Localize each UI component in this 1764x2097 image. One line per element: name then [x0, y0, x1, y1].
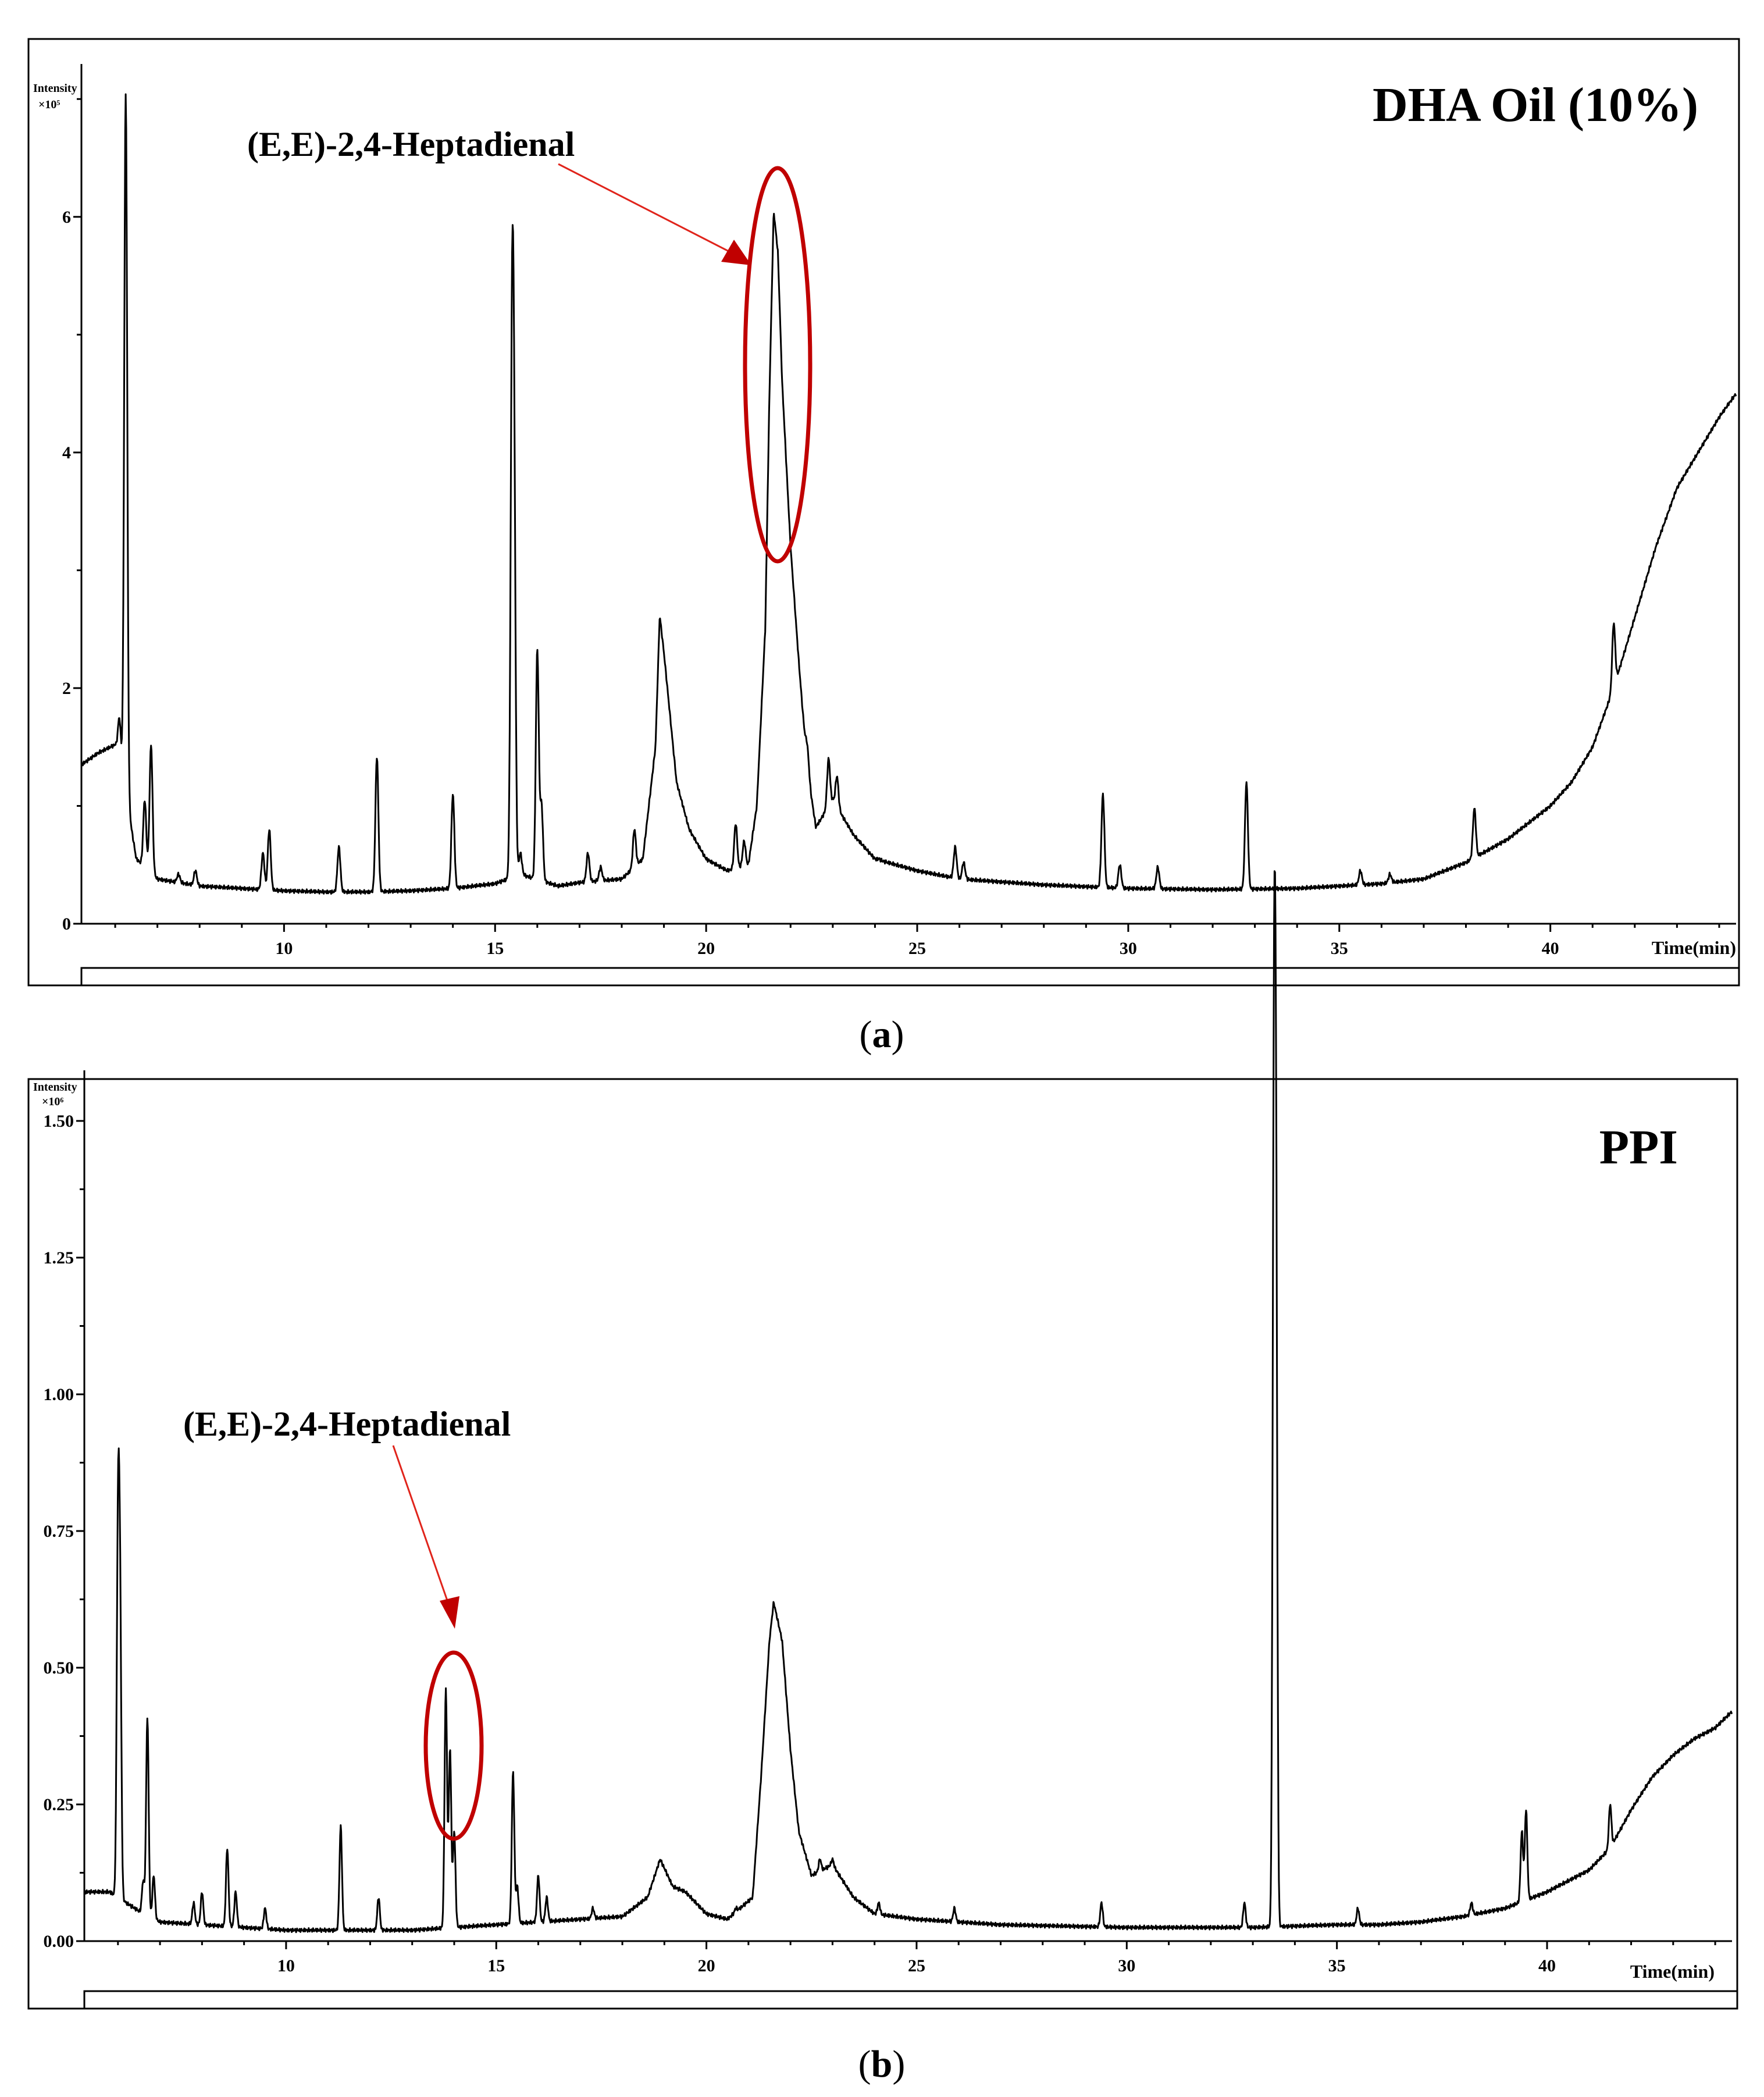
- panel-a-ylabel: Intensity: [33, 82, 77, 95]
- panel-b-chromatogram-trace: [83, 870, 1733, 1934]
- panel-a-sample-title: DHA Oil (10%): [1373, 78, 1698, 132]
- panel-a-x-tick-label: 25: [908, 939, 926, 958]
- panel-b: Intensity ×10⁶ PPI Time(min) 0.00 0.25 0.5…: [27, 870, 1738, 2010]
- panel-b-annotation-arrowhead: [440, 1596, 459, 1629]
- panel-b-x-tick-label: 35: [1328, 1956, 1346, 1975]
- panel-a-x-tick-label: 40: [1542, 939, 1559, 958]
- panel-a-y-tick-label: 0: [62, 914, 71, 934]
- panel-a-y-tick-label: 6: [62, 208, 71, 227]
- panel-a-footer-bar: [80, 967, 1740, 987]
- panel-a-yunit: ×10⁵: [38, 98, 60, 111]
- panel-b-x-tick-label: 10: [277, 1956, 295, 1975]
- panel-a-y-tick-label: 4: [62, 443, 71, 462]
- panel-b-axes: 0.00 0.25 0.50 0.75 1.00 1.25 1.50 10 15 20 25 30 35…: [44, 1070, 1732, 1975]
- panel-b-frame: [27, 1078, 1738, 2010]
- panel-a-annotation-label: (E,E)-2,4-Heptadienal: [247, 125, 575, 163]
- panel-b-peak-highlight-ellipse: [423, 1650, 484, 1841]
- panel-b-y-tick-label: 0.50: [44, 1658, 74, 1678]
- panel-a-y-tick-label: 2: [62, 679, 71, 698]
- panel-a-peak-highlight-ellipse: [743, 166, 812, 564]
- panel-a-x-tick-label: 30: [1120, 939, 1137, 958]
- panel-a-x-tick-label: 10: [275, 939, 293, 958]
- panel-b-y-tick-label: 1.25: [44, 1248, 74, 1268]
- panel-a-xlabel: Time(min): [1652, 937, 1736, 958]
- panel-b-xlabel: Time(min): [1630, 1961, 1715, 1982]
- panel-b-x-tick-label: 25: [908, 1956, 925, 1975]
- panel-a: Intensity ×10⁵ DHA Oil (10%) Time(min) 0…: [27, 38, 1740, 987]
- panel-b-footer-bar: [83, 1990, 1738, 2010]
- panel-b-x-tick-label: 20: [698, 1956, 715, 1975]
- panel-a-annotation: (E,E)-2,4-Heptadienal: [247, 125, 812, 564]
- panel-a-axes: 0 2 4 6 10 15 20 25 30 35 40: [62, 64, 1736, 958]
- panel-b-annotation-label: (E,E)-2,4-Heptadienal: [183, 1405, 511, 1443]
- panel-b-y-tick-label: 1.50: [44, 1112, 74, 1131]
- panel-b-x-tick-label: 40: [1538, 1956, 1556, 1975]
- panel-b-yunit: ×10⁶: [42, 1095, 63, 1108]
- panel-b-x-tick-label: 15: [487, 1956, 505, 1975]
- panel-a-x-tick-label: 20: [697, 939, 715, 958]
- panel-b-annotation-arrow: [392, 1445, 450, 1606]
- panel-b-sample-title: PPI: [1599, 1120, 1678, 1174]
- caption-b: (b): [858, 2043, 906, 2085]
- panel-b-y-tick-label: 1.00: [44, 1385, 74, 1404]
- panel-b-annotation: (E,E)-2,4-Heptadienal: [183, 1405, 511, 1841]
- panel-a-x-tick-label: 15: [486, 939, 504, 958]
- panel-b-x-tick-label: 30: [1118, 1956, 1135, 1975]
- panel-a-x-tick-label: 35: [1331, 939, 1348, 958]
- panel-b-ylabel: Intensity: [33, 1081, 77, 1094]
- panel-a-frame: [27, 38, 1740, 987]
- panel-a-chromatogram-trace: [80, 93, 1737, 895]
- caption-a: (a): [860, 1013, 904, 1056]
- panel-b-y-tick-label: 0.25: [44, 1795, 74, 1814]
- panel-a-annotation-arrowhead: [721, 240, 751, 265]
- panel-b-y-tick-label: 0.00: [44, 1932, 74, 1951]
- panel-b-y-tick-label: 0.75: [44, 1522, 74, 1541]
- panel-a-annotation-arrow: [558, 163, 729, 252]
